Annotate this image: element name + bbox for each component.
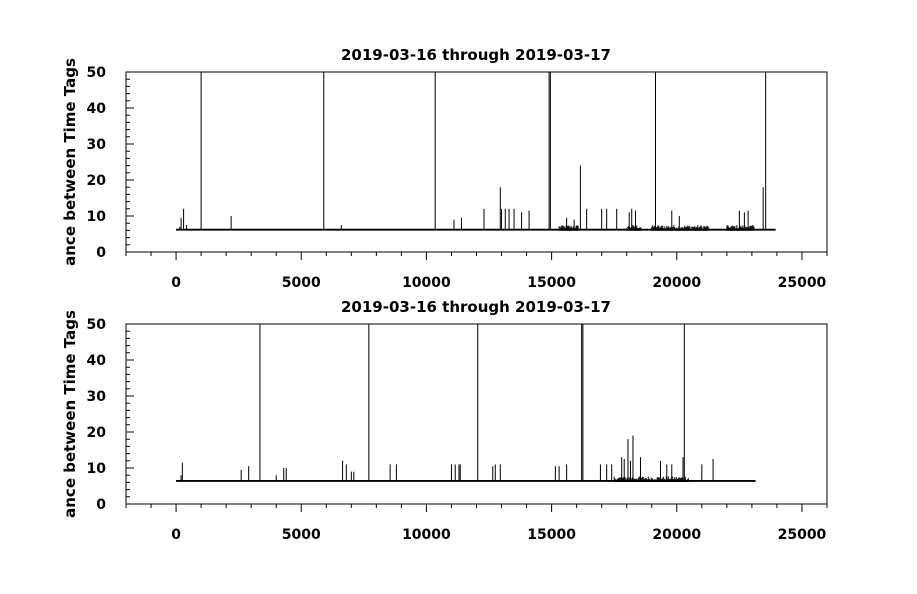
x-tick-label: 15000 xyxy=(527,275,576,291)
x-tick-label: 0 xyxy=(171,275,181,291)
x-tick-label: 25000 xyxy=(778,275,827,291)
noise-band xyxy=(558,225,579,231)
x-tick-label: 20000 xyxy=(652,275,701,291)
chart-panel-top: 2019-03-16 through 2019-03-17 ance betwe… xyxy=(61,46,828,291)
x-tick-label: 20000 xyxy=(652,527,701,543)
axes: 0 5000 10000 15000 20000 25000 0 10 20 30 40 50 xyxy=(87,65,828,291)
chart-title: 2019-03-16 through 2019-03-17 xyxy=(341,298,611,316)
y-tick-label: 0 xyxy=(96,245,106,261)
y-tick-label: 30 xyxy=(87,137,107,153)
y-axis-label: ance between Time Tags xyxy=(61,310,79,518)
x-tick-label: 5000 xyxy=(282,527,321,543)
y-tick-label: 50 xyxy=(87,65,107,81)
x-tick-label: 0 xyxy=(171,527,181,543)
data-marks xyxy=(176,324,756,483)
x-tick-label: 25000 xyxy=(778,527,827,543)
y-tick-label: 50 xyxy=(87,317,107,333)
chart-title: 2019-03-16 through 2019-03-17 xyxy=(341,46,611,64)
y-tick-label: 40 xyxy=(87,353,107,369)
x-tick-label: 15000 xyxy=(527,527,576,543)
y-tick-label: 20 xyxy=(87,173,107,189)
x-tick-label: 10000 xyxy=(402,275,451,291)
y-tick-label: 30 xyxy=(87,389,107,405)
data-marks xyxy=(176,72,776,231)
y-tick-label: 10 xyxy=(87,461,107,477)
y-tick-label: 10 xyxy=(87,209,107,225)
axes: 0 5000 10000 15000 20000 25000 0 10 20 30 40 50 xyxy=(87,317,828,543)
y-tick-label: 20 xyxy=(87,425,107,441)
x-tick-label: 10000 xyxy=(402,527,451,543)
chart-panel-bottom: 2019-03-16 through 2019-03-17 ance betwe… xyxy=(61,298,828,543)
y-tick-label: 0 xyxy=(96,497,106,513)
y-tick-label: 40 xyxy=(87,101,107,117)
x-tick-label: 5000 xyxy=(282,275,321,291)
y-axis-label: ance between Time Tags xyxy=(61,58,79,266)
